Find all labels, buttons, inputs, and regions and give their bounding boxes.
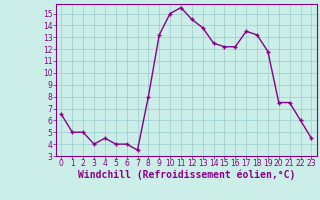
X-axis label: Windchill (Refroidissement éolien,°C): Windchill (Refroidissement éolien,°C) bbox=[78, 170, 295, 180]
